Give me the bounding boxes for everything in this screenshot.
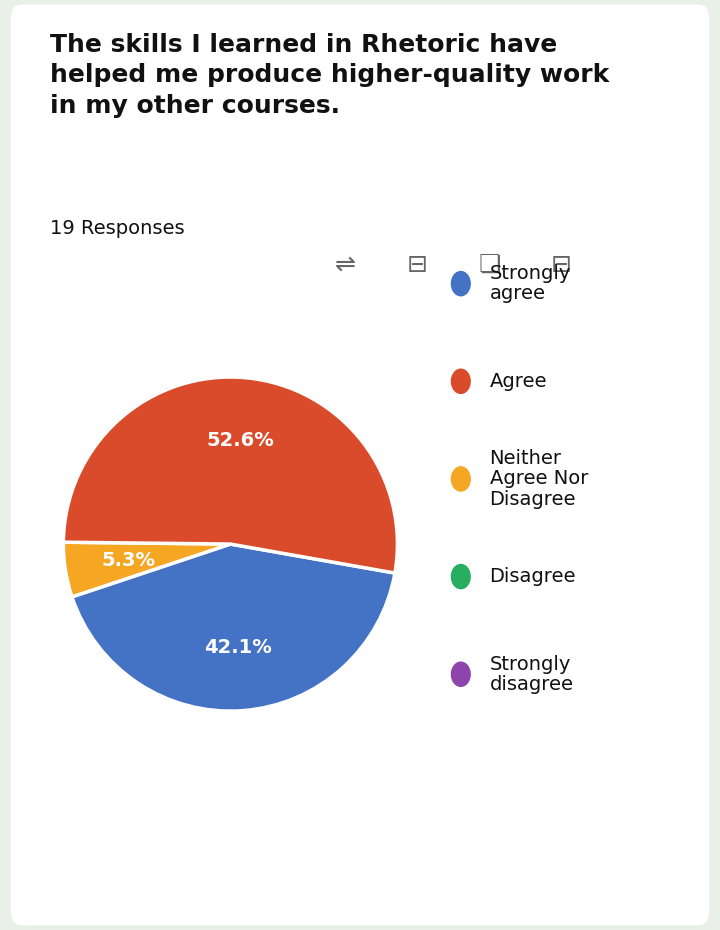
- Wedge shape: [72, 544, 395, 711]
- Text: 19 Responses: 19 Responses: [50, 219, 185, 237]
- Text: ⊟: ⊟: [407, 253, 428, 277]
- Text: ⊟: ⊟: [551, 253, 572, 277]
- Text: ❏: ❏: [478, 253, 501, 277]
- Text: The skills I learned in Rhetoric have
helped me produce higher-quality work
in m: The skills I learned in Rhetoric have he…: [50, 33, 610, 118]
- Text: 42.1%: 42.1%: [204, 638, 272, 657]
- Wedge shape: [63, 377, 397, 573]
- Wedge shape: [63, 542, 230, 597]
- Text: Strongly
agree: Strongly agree: [490, 264, 571, 303]
- Text: 52.6%: 52.6%: [206, 432, 274, 450]
- Text: ⇌: ⇌: [335, 253, 356, 277]
- Text: Strongly
disagree: Strongly disagree: [490, 655, 574, 694]
- Text: Neither
Agree Nor
Disagree: Neither Agree Nor Disagree: [490, 449, 588, 509]
- Text: Disagree: Disagree: [490, 567, 576, 586]
- Text: Agree: Agree: [490, 372, 547, 391]
- Text: 5.3%: 5.3%: [101, 551, 155, 569]
